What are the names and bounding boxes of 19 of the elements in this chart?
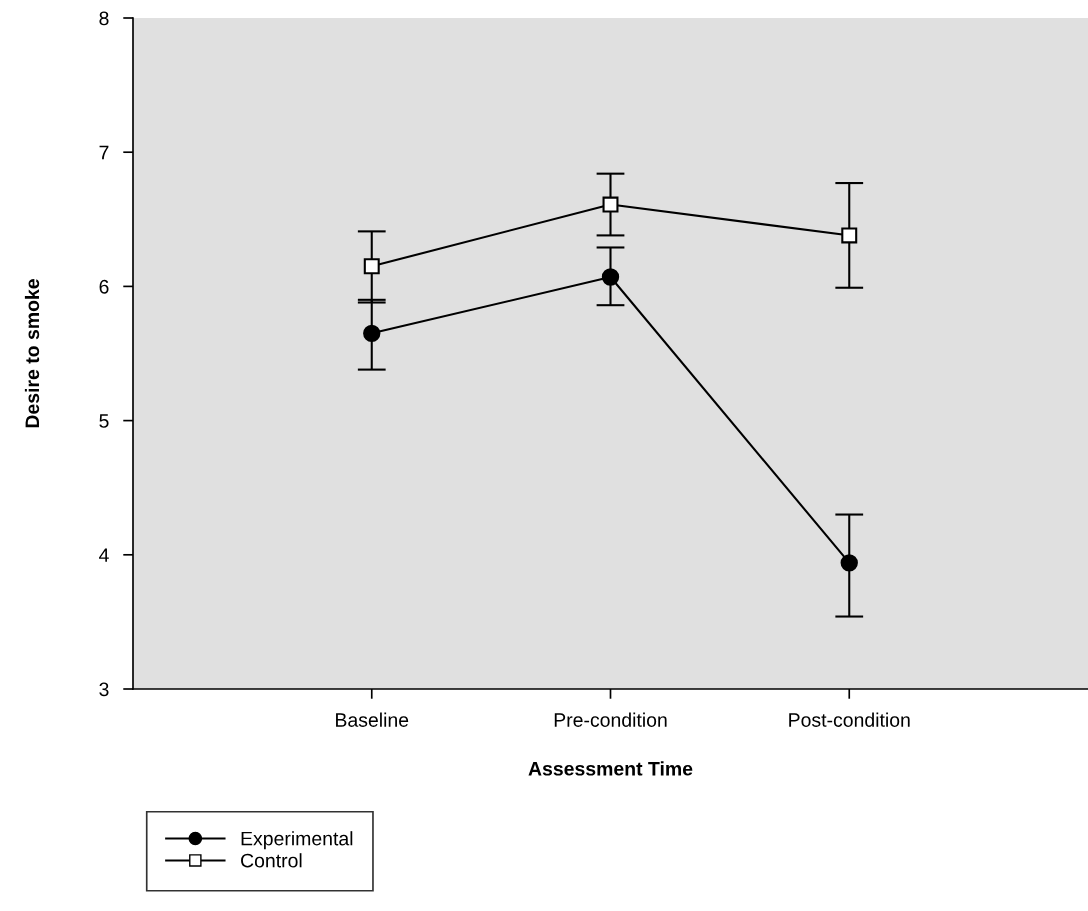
x-tick-label: Baseline (336, 712, 409, 727)
point (602, 196, 619, 213)
point (601, 268, 620, 286)
y-tick-label: 6 (99, 279, 109, 294)
point (841, 227, 858, 244)
point (363, 258, 380, 275)
x-tick-label: Pre-condition (554, 712, 667, 727)
y-tick-label: 8 (99, 11, 109, 26)
y-axis-title: Desire to smoke (24, 279, 40, 428)
point (363, 324, 381, 343)
y-tick-label: 5 (99, 414, 109, 428)
y-tick-label: 3 (99, 682, 109, 697)
x-axis-title: Assessment Time (528, 761, 693, 776)
x-tick-label: Post-condition (789, 712, 910, 727)
y-tick-label: 7 (99, 145, 109, 160)
legend-label: Experimental (241, 831, 353, 850)
legend-label: Control (241, 853, 302, 868)
point (840, 554, 858, 572)
y-tick-label: 4 (99, 548, 109, 562)
